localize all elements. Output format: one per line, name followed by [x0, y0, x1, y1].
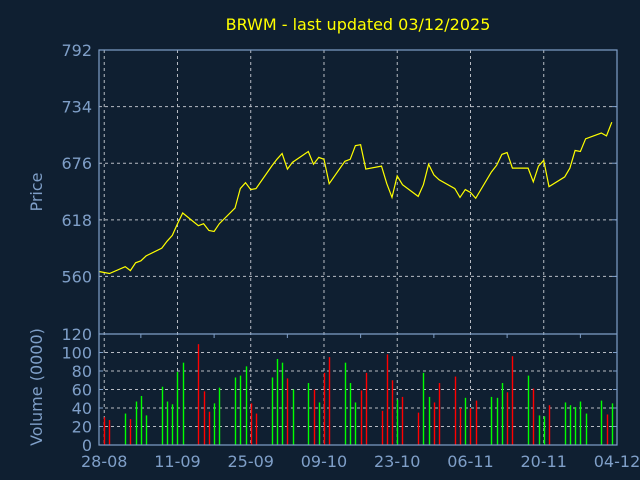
volume-tick-label: 120 — [61, 325, 92, 344]
date-tick-label: 04-12 — [594, 452, 640, 471]
volume-tick-label: 40 — [72, 399, 92, 418]
volume-tick-label: 60 — [72, 381, 92, 400]
price-line — [98, 121, 613, 275]
volume-tick-label: 20 — [72, 418, 92, 437]
date-tick-label: 20-11 — [520, 452, 567, 471]
price-series — [98, 121, 613, 275]
date-tick-label: 06-11 — [447, 452, 494, 471]
volume-tick-label: 80 — [72, 362, 92, 381]
plot-frame — [98, 49, 618, 446]
price-tick-label: 618 — [61, 211, 92, 230]
volume-axis-label: Volume (0000) — [27, 328, 46, 446]
volume-tick-label: 0 — [82, 436, 92, 455]
chart-title: BRWM - last updated 03/12/2025 — [226, 15, 491, 34]
price-tick-label: 734 — [61, 98, 92, 117]
date-tick-label: 11-09 — [154, 452, 201, 471]
price-tick-label: 676 — [61, 154, 92, 173]
volume-bars — [103, 344, 614, 445]
grid-lines — [99, 49, 618, 445]
price-axis-label: Price — [27, 172, 46, 211]
date-tick-label: 23-10 — [374, 452, 421, 471]
price-tick-label: 560 — [61, 267, 92, 286]
date-tick-label: 28-08 — [81, 452, 128, 471]
volume-tick-label: 100 — [61, 344, 92, 363]
price-tick-label: 792 — [61, 41, 92, 60]
plot-border — [98, 49, 618, 446]
date-tick-label: 09-10 — [301, 452, 348, 471]
date-tick-label: 25-09 — [227, 452, 274, 471]
